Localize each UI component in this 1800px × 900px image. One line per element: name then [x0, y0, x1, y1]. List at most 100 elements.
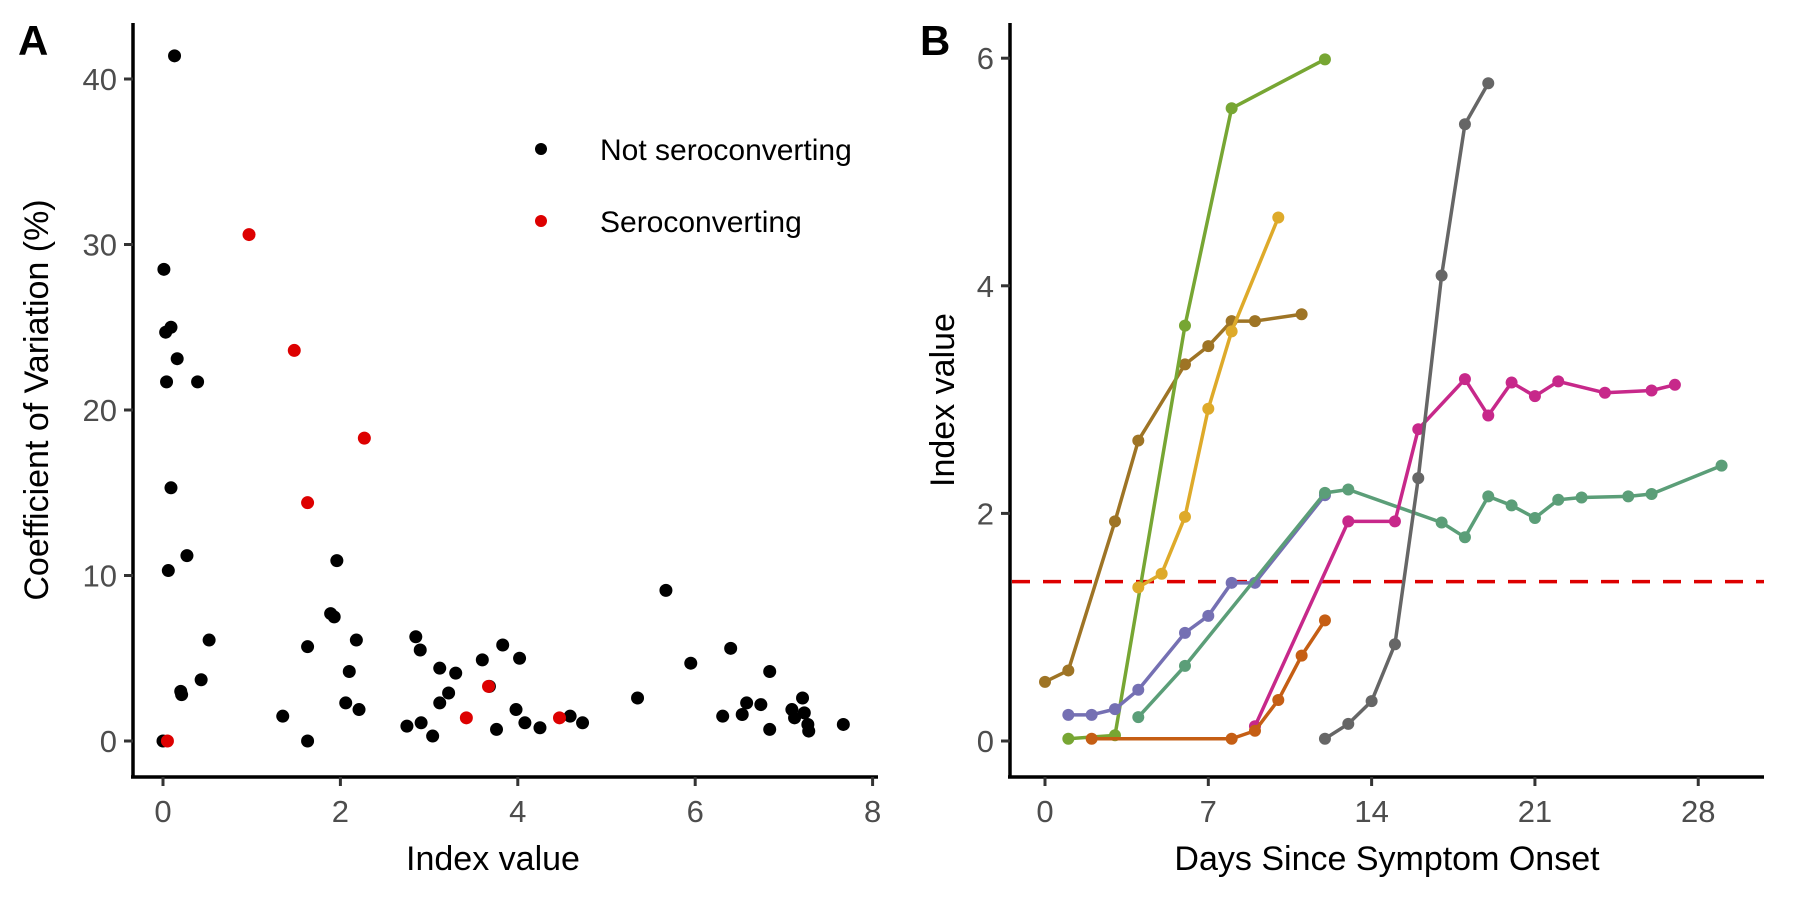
panel-a-x-title: Index value	[406, 840, 580, 878]
panel-a-label: A	[18, 17, 48, 64]
series-point-patient-5	[1482, 490, 1495, 503]
point-not-seroconverting	[533, 721, 547, 735]
point-not-seroconverting	[475, 653, 489, 667]
series-patient-8	[1318, 77, 1495, 745]
point-not-seroconverting	[202, 633, 216, 647]
series-line-patient-8	[1324, 82, 1490, 741]
point-not-seroconverting	[400, 719, 414, 733]
series-patient-4	[1062, 489, 1331, 721]
series-point-patient-6	[1505, 376, 1518, 389]
series-point-patient-2	[1178, 319, 1191, 332]
panel-b-x-title: Days Since Symptom Onset	[1174, 840, 1600, 878]
panel-a-y-tick-label: 40	[83, 62, 117, 97]
series-point-patient-1	[1062, 664, 1075, 677]
point-not-seroconverting	[740, 696, 754, 710]
series-point-patient-5	[1645, 488, 1658, 501]
panel-a-y-tick-label: 0	[100, 724, 117, 759]
series-line-patient-6	[1253, 377, 1676, 727]
series-point-patient-4	[1108, 703, 1121, 716]
point-not-seroconverting	[276, 709, 290, 723]
panel-b-label: B	[920, 17, 950, 64]
point-not-seroconverting	[164, 320, 178, 334]
point-not-seroconverting	[433, 661, 447, 675]
point-not-seroconverting	[409, 630, 423, 644]
point-not-seroconverting	[796, 691, 810, 705]
series-point-patient-5	[1505, 499, 1518, 512]
point-not-seroconverting	[735, 708, 749, 722]
panel-a-y-tick-label: 30	[83, 228, 117, 263]
point-not-seroconverting	[509, 703, 523, 717]
series-patient-6	[1248, 373, 1681, 733]
series-point-patient-4	[1085, 708, 1098, 721]
series-point-patient-4	[1062, 708, 1075, 721]
point-not-seroconverting	[836, 717, 850, 731]
series-point-patient-1	[1202, 340, 1215, 353]
point-not-seroconverting	[175, 688, 189, 702]
series-point-patient-4	[1225, 576, 1238, 589]
point-seroconverting	[459, 711, 473, 725]
series-point-patient-7	[1085, 732, 1098, 745]
series-point-patient-6	[1668, 378, 1681, 391]
point-seroconverting	[160, 734, 174, 748]
series-point-patient-6	[1598, 386, 1611, 399]
panel-b-x-tick-label: 14	[1354, 794, 1388, 829]
panel-a-x-ticks: 0 2 4 6 8	[154, 777, 881, 829]
panel-b-y-tick-label: 2	[977, 496, 994, 531]
point-not-seroconverting	[518, 716, 532, 730]
point-not-seroconverting	[576, 716, 590, 730]
point-not-seroconverting	[164, 481, 178, 495]
series-point-patient-6	[1482, 409, 1495, 422]
point-not-seroconverting	[194, 673, 208, 687]
series-point-patient-4	[1178, 626, 1191, 639]
point-seroconverting	[552, 711, 566, 725]
series-point-patient-5	[1715, 459, 1728, 472]
series-point-patient-6	[1552, 375, 1565, 388]
series-point-patient-4	[1202, 609, 1215, 622]
point-not-seroconverting	[160, 375, 174, 389]
legend-label-not-seroconverting: Not seroconverting	[600, 134, 852, 167]
point-not-seroconverting	[352, 703, 366, 717]
point-not-seroconverting	[659, 583, 673, 597]
legend-marker-not-seroconverting	[535, 143, 547, 155]
series-point-patient-6	[1342, 515, 1355, 528]
point-not-seroconverting	[426, 729, 440, 743]
series-point-patient-6	[1458, 373, 1471, 386]
series-point-patient-1	[1132, 434, 1145, 447]
series-point-patient-3	[1132, 581, 1145, 594]
panel-b-x-ticks: 0 7 14 21 28	[1036, 777, 1715, 829]
point-not-seroconverting	[339, 696, 353, 710]
series-point-patient-3	[1178, 510, 1191, 523]
series-point-patient-6	[1645, 384, 1658, 397]
series-line-patient-2	[1068, 57, 1326, 741]
series-point-patient-5	[1435, 516, 1448, 529]
series-line-patient-1	[1044, 312, 1302, 684]
series-point-patient-5	[1342, 483, 1355, 496]
series-patient-5	[1132, 459, 1728, 724]
series-point-patient-1	[1108, 515, 1121, 528]
series-point-patient-5	[1528, 511, 1541, 524]
series-point-patient-1	[1039, 675, 1051, 688]
point-not-seroconverting	[563, 709, 577, 723]
series-line-patient-3	[1137, 216, 1280, 589]
panel-b: B 0 7 14 21 28 0 2 4 6 Days Since Symptom Onset…	[920, 17, 1764, 878]
point-not-seroconverting	[513, 651, 527, 665]
legend-label-seroconverting: Seroconverting	[600, 206, 802, 239]
point-not-seroconverting	[327, 610, 341, 624]
panel-b-series	[1039, 53, 1728, 745]
series-point-patient-3	[1225, 325, 1238, 338]
legend-marker-seroconverting	[535, 215, 547, 227]
point-not-seroconverting	[716, 709, 730, 723]
point-not-seroconverting	[330, 554, 344, 568]
point-not-seroconverting	[161, 564, 175, 578]
panel-a-x-tick-label: 6	[687, 794, 704, 829]
point-not-seroconverting	[301, 734, 315, 748]
point-not-seroconverting	[763, 664, 777, 678]
series-point-patient-4	[1132, 683, 1145, 696]
point-not-seroconverting	[442, 686, 456, 700]
point-not-seroconverting	[763, 722, 777, 736]
point-seroconverting	[301, 496, 315, 510]
point-not-seroconverting	[496, 638, 510, 652]
series-point-patient-6	[1388, 515, 1401, 528]
panel-b-x-tick-label: 7	[1200, 794, 1217, 829]
